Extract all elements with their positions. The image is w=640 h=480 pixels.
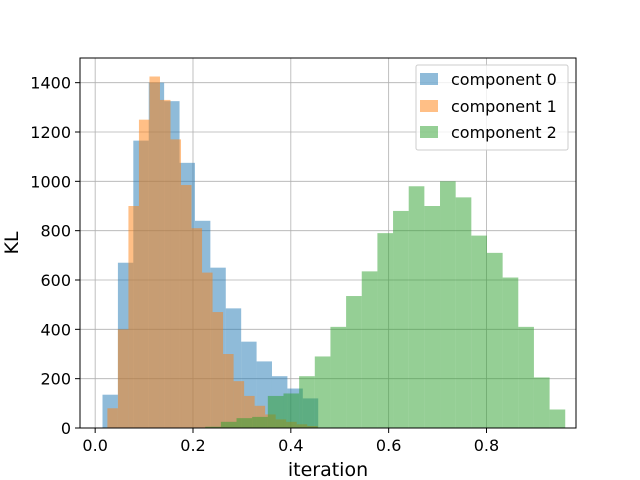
series-2-bars — [205, 181, 566, 428]
bar-series-2-bin-0 — [205, 426, 221, 428]
bar-series-2-bin-21 — [533, 377, 550, 428]
bar-series-2-bin-1 — [220, 421, 237, 428]
y-tick-label-7: 1400 — [30, 74, 71, 93]
bar-series-2-bin-11 — [377, 233, 394, 428]
legend: component 0 component 1 component 2 — [415, 64, 569, 151]
bar-series-2-bin-20 — [518, 326, 534, 428]
y-tick-label-4: 800 — [40, 222, 71, 241]
x-axis-label: iteration — [288, 459, 368, 480]
bar-series-1-bin-8 — [191, 228, 203, 428]
bar-series-2-bin-10 — [361, 271, 378, 428]
bar-series-2-bin-7 — [314, 356, 331, 428]
legend-swatch-component-2 — [420, 126, 438, 138]
bar-series-2-bin-22 — [549, 409, 566, 428]
bar-series-2-bin-12 — [393, 210, 409, 428]
bar-series-2-bin-16 — [455, 197, 472, 428]
x-tick-label-3: 0.6 — [376, 436, 401, 455]
y-tick-label-3: 600 — [40, 271, 71, 290]
bar-series-1-bin-12 — [233, 381, 245, 428]
legend-frame — [415, 64, 569, 151]
bar-series-1-bin-13 — [244, 395, 255, 428]
y-tick-label-0: 0 — [61, 419, 71, 438]
legend-swatch-component-1 — [420, 100, 438, 112]
bar-series-1-bin-11 — [223, 354, 234, 428]
y-axis-ticks: 0 200 400 600 800 1000 1200 1400 — [30, 74, 80, 438]
histogram-bars — [102, 76, 566, 429]
bar-series-2-bin-18 — [486, 252, 503, 428]
bar-series-1-bin-10 — [212, 312, 224, 428]
legend-swatch-component-0 — [420, 73, 438, 85]
bar-series-2-bin-5 — [283, 393, 300, 428]
bar-series-1-bin-1 — [117, 329, 129, 428]
x-axis-ticks: 0.0 0.2 0.4 0.6 0.8 — [82, 428, 499, 455]
bar-series-2-bin-3 — [252, 416, 268, 428]
bar-series-2-bin-9 — [346, 296, 362, 428]
bar-series-2-bin-8 — [330, 326, 347, 428]
y-tick-label-2: 400 — [40, 320, 71, 339]
y-tick-label-1: 200 — [40, 370, 71, 389]
bar-series-1-bin-2 — [128, 206, 139, 428]
bar-series-1-bin-5 — [159, 99, 171, 428]
legend-label-component-1: component 1 — [451, 97, 557, 116]
x-tick-label-0: 0.0 — [82, 436, 107, 455]
y-tick-label-6: 1200 — [30, 123, 71, 142]
bar-series-1-bin-0 — [107, 408, 118, 428]
y-tick-label-5: 1000 — [30, 172, 71, 191]
x-tick-label-4: 0.8 — [474, 436, 499, 455]
bar-series-1-bin-9 — [202, 272, 213, 428]
x-tick-label-2: 0.4 — [278, 436, 303, 455]
bar-series-1-bin-3 — [138, 119, 150, 429]
bar-series-2-bin-2 — [236, 418, 253, 428]
bar-series-1-bin-6 — [170, 139, 182, 428]
bar-series-2-bin-4 — [267, 395, 284, 428]
bar-series-2-bin-13 — [408, 186, 425, 428]
bar-series-2-bin-14 — [424, 206, 441, 428]
plot-frame — [79, 57, 577, 429]
bar-series-1-bin-4 — [149, 76, 160, 428]
bar-series-2-bin-6 — [299, 376, 315, 428]
bar-series-2-bin-19 — [502, 277, 519, 428]
x-tick-label-1: 0.2 — [180, 436, 205, 455]
bar-series-2-bin-15 — [440, 181, 456, 428]
y-axis-label: KL — [1, 231, 23, 254]
legend-label-component-2: component 2 — [451, 123, 557, 142]
bar-series-2-bin-17 — [471, 235, 487, 428]
legend-label-component-0: component 0 — [451, 70, 557, 89]
bar-series-1-bin-7 — [181, 185, 192, 428]
